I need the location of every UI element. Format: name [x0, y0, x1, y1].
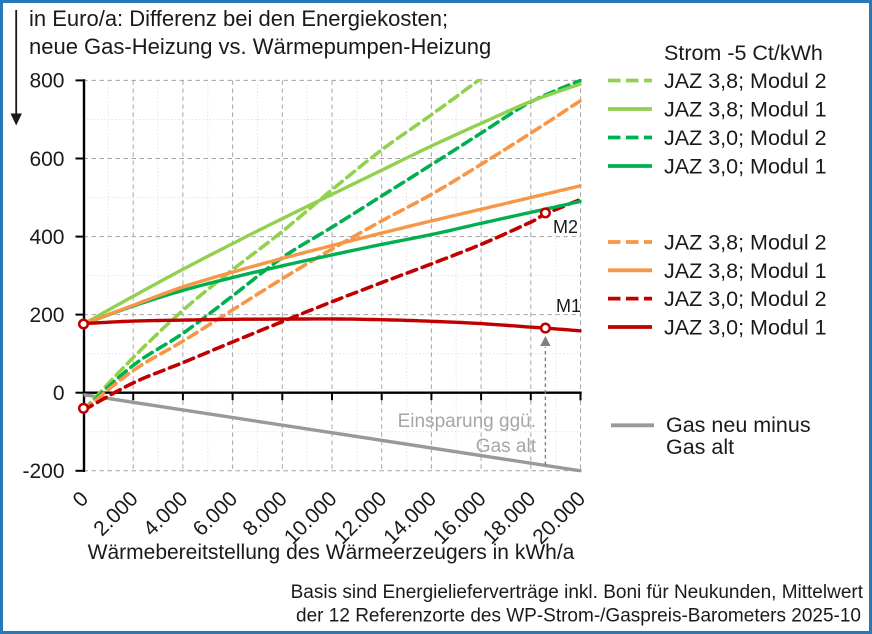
svg-text:JAZ 3,8; Modul 2: JAZ 3,8; Modul 2 [664, 231, 827, 255]
svg-text:JAZ 3,8; Modul 2: JAZ 3,8; Modul 2 [664, 69, 827, 93]
svg-text:Strom -5 Ct/kWh: Strom -5 Ct/kWh [664, 41, 823, 65]
svg-text:neue Gas-Heizung vs. Wärmepump: neue Gas-Heizung vs. Wärmepumpen-Heizung [29, 34, 491, 59]
svg-text:Gas alt: Gas alt [476, 436, 537, 457]
svg-text:400: 400 [29, 226, 64, 249]
svg-text:JAZ 3,0; Modul 2: JAZ 3,0; Modul 2 [664, 287, 827, 311]
svg-text:JAZ 3,0; Modul 2: JAZ 3,0; Modul 2 [664, 126, 827, 150]
svg-text:M1: M1 [556, 296, 581, 316]
svg-text:800: 800 [29, 70, 64, 93]
svg-text:der 12 Referenzorte des WP-Str: der 12 Referenzorte des WP-Strom-/Gaspre… [296, 606, 861, 627]
svg-text:JAZ 3,0; Modul 1: JAZ 3,0; Modul 1 [664, 155, 827, 179]
svg-text:JAZ 3,8; Modul 1: JAZ 3,8; Modul 1 [664, 98, 827, 122]
svg-text:Einsparung ggü.: Einsparung ggü. [398, 411, 536, 432]
svg-text:-200: -200 [22, 460, 64, 483]
svg-text:JAZ 3,8; Modul 1: JAZ 3,8; Modul 1 [664, 259, 827, 283]
svg-text:Wärmebereitstellung des Wärmee: Wärmebereitstellung des Wärmeerzeugers i… [88, 541, 575, 564]
svg-text:200: 200 [29, 304, 64, 327]
svg-text:JAZ 3,0; Modul 1: JAZ 3,0; Modul 1 [664, 316, 827, 340]
svg-text:600: 600 [29, 148, 64, 171]
svg-text:M2: M2 [553, 217, 578, 237]
svg-text:in Euro/a: Differenz bei den E: in Euro/a: Differenz bei den Energiekost… [29, 6, 448, 31]
svg-text:Gas neu minus: Gas neu minus [666, 413, 811, 437]
svg-text:0: 0 [53, 382, 65, 405]
svg-text:Basis sind Energielieferverträ: Basis sind Energielieferverträge inkl. B… [291, 582, 864, 603]
svg-text:Gas alt: Gas alt [666, 435, 734, 459]
